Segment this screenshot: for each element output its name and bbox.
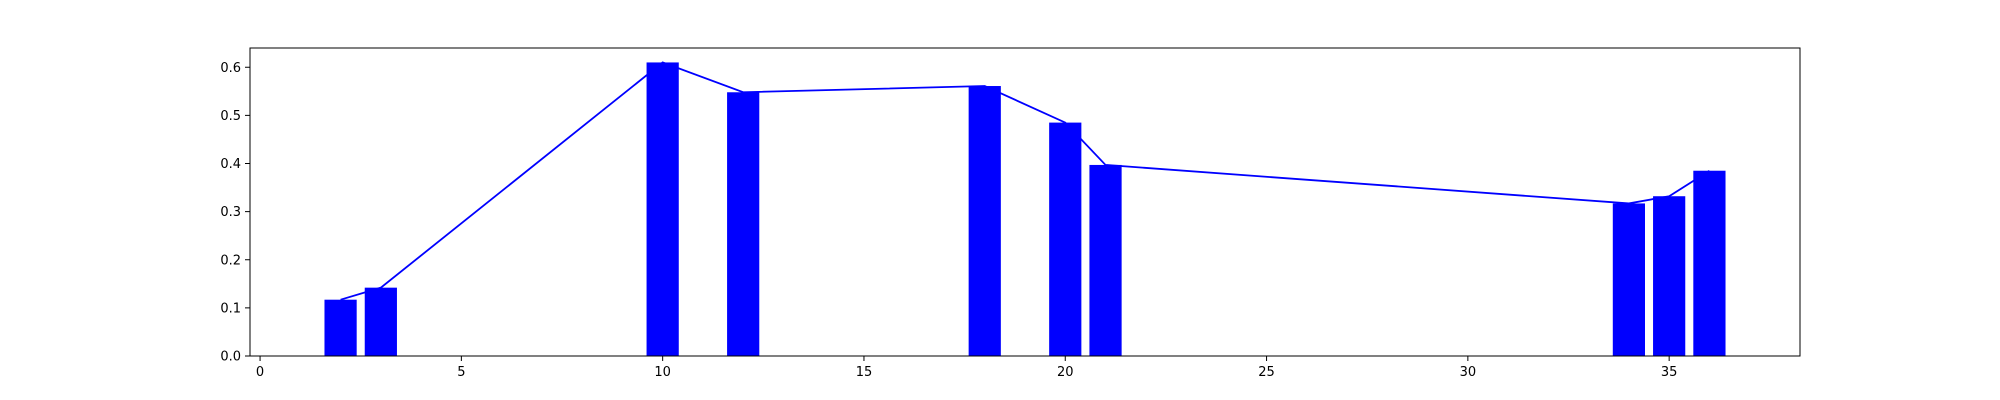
y-axis: 0.0 0.1 0.2 0.3 0.4 0.5 0.6 bbox=[220, 61, 250, 365]
plot-frame bbox=[249, 47, 1801, 357]
y-tick-label: 0.1 bbox=[220, 301, 241, 316]
y-tick-label: 0.3 bbox=[220, 205, 241, 220]
y-tick-label: 0.2 bbox=[220, 253, 241, 268]
bar-36 bbox=[1693, 170, 1726, 356]
bar-35 bbox=[1653, 196, 1686, 356]
bar-12 bbox=[727, 92, 760, 357]
x-tick-label: 15 bbox=[856, 365, 873, 380]
x-tick-label: 20 bbox=[1057, 365, 1074, 380]
bar-21 bbox=[1089, 164, 1122, 356]
x-tick-label: 0 bbox=[256, 365, 264, 380]
bar-20 bbox=[1049, 122, 1082, 356]
x-tick-label: 5 bbox=[457, 365, 465, 380]
series-line bbox=[340, 61, 1710, 301]
x-tick-label: 30 bbox=[1460, 365, 1477, 380]
x-tick-label: 35 bbox=[1661, 365, 1678, 380]
x-tick-label: 10 bbox=[654, 365, 671, 380]
bar-18 bbox=[968, 86, 1001, 357]
line-series bbox=[340, 61, 1710, 301]
bar-10 bbox=[646, 62, 679, 356]
y-tick-label: 0.5 bbox=[220, 109, 241, 124]
bar-34 bbox=[1612, 203, 1645, 356]
bar-2 bbox=[324, 299, 357, 356]
bar-3 bbox=[364, 287, 397, 356]
y-tick-label: 0.4 bbox=[220, 157, 241, 172]
y-tick-label: 0.0 bbox=[220, 350, 241, 365]
bar-series bbox=[324, 62, 1726, 357]
x-axis: 0 5 10 15 20 25 30 35 bbox=[256, 356, 1678, 380]
y-tick-label: 0.6 bbox=[220, 61, 241, 76]
x-tick-label: 25 bbox=[1258, 365, 1275, 380]
